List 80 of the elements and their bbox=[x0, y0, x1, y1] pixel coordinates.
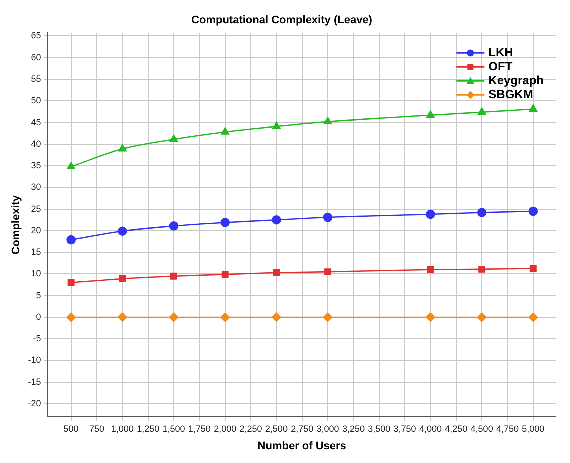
point bbox=[272, 312, 282, 322]
x-tick-label: 1,500 bbox=[162, 424, 186, 434]
chart-title: Computational Complexity (Leave) bbox=[192, 14, 373, 27]
x-tick-label: 3,500 bbox=[368, 424, 391, 434]
point bbox=[170, 272, 178, 280]
y-tick-label: -20 bbox=[28, 398, 42, 409]
y-axis-title: Complexity bbox=[10, 194, 23, 255]
y-tick-label: 15 bbox=[31, 247, 42, 258]
x-tick-label: 2,000 bbox=[214, 424, 237, 434]
y-tick-label: 65 bbox=[31, 30, 42, 41]
y-tick-label: -15 bbox=[28, 376, 42, 387]
x-tick-label: 5,000 bbox=[522, 424, 545, 434]
y-tick-label: 45 bbox=[31, 117, 42, 128]
point bbox=[119, 275, 126, 282]
y-tick-label: 60 bbox=[31, 52, 42, 62]
point bbox=[529, 104, 538, 112]
x-tick-label: 2,500 bbox=[265, 424, 288, 434]
y-tick-label: 55 bbox=[31, 74, 42, 84]
y-tick-label: 20 bbox=[31, 225, 42, 236]
x-tick-label: 1,000 bbox=[111, 424, 134, 434]
point bbox=[118, 144, 127, 152]
point bbox=[272, 122, 281, 130]
x-tick-label: 2,250 bbox=[240, 424, 262, 434]
x-axis-title: Number of Users bbox=[258, 440, 346, 452]
point bbox=[530, 265, 537, 272]
point bbox=[220, 312, 230, 322]
x-tick-label: 4,000 bbox=[419, 424, 442, 434]
y-tick-label: 30 bbox=[31, 182, 42, 192]
y-tick-label: 0 bbox=[36, 312, 42, 322]
point bbox=[427, 266, 434, 274]
x-tick-label: 3,250 bbox=[342, 424, 365, 434]
point bbox=[169, 222, 179, 231]
y-tick-label: 5 bbox=[36, 290, 42, 300]
legend-label: Keygraph bbox=[488, 74, 544, 88]
y-tick-label: 25 bbox=[31, 204, 42, 214]
y-tick-label: -10 bbox=[28, 355, 42, 366]
x-tick-label: 1,250 bbox=[137, 424, 160, 434]
point bbox=[68, 279, 75, 286]
point bbox=[220, 218, 230, 228]
legend-label: SBGKM bbox=[488, 88, 534, 102]
x-tick-label: 1,750 bbox=[188, 424, 211, 434]
point bbox=[478, 266, 486, 273]
point bbox=[528, 312, 538, 322]
point bbox=[477, 208, 487, 218]
point bbox=[118, 312, 128, 322]
point bbox=[324, 268, 332, 276]
point bbox=[169, 312, 179, 322]
y-tick-label: 35 bbox=[31, 160, 42, 171]
point bbox=[478, 108, 486, 116]
point bbox=[323, 212, 333, 222]
point bbox=[66, 235, 76, 245]
y-tick-label: 50 bbox=[31, 96, 42, 106]
legend-label: OFT bbox=[488, 60, 514, 74]
x-tick-label: 3,750 bbox=[394, 424, 416, 434]
point bbox=[118, 226, 128, 236]
point bbox=[67, 162, 76, 170]
point bbox=[221, 128, 230, 135]
point bbox=[66, 312, 76, 322]
y-tick-label: 10 bbox=[31, 268, 42, 279]
y-tick-label: 40 bbox=[31, 138, 42, 149]
point bbox=[273, 269, 280, 276]
point bbox=[323, 312, 333, 322]
point bbox=[426, 312, 436, 322]
point bbox=[477, 312, 487, 322]
x-tick-label: 750 bbox=[89, 424, 104, 434]
point bbox=[528, 206, 538, 216]
point bbox=[426, 110, 435, 118]
x-tick-label: 500 bbox=[64, 424, 79, 434]
x-tick-label: 4,750 bbox=[496, 424, 519, 434]
y-tick-label: -5 bbox=[33, 334, 42, 344]
x-tick-label: 4,500 bbox=[470, 424, 494, 434]
point bbox=[170, 134, 178, 142]
point bbox=[426, 210, 436, 220]
point bbox=[222, 271, 229, 278]
x-tick-label: 4,250 bbox=[445, 424, 468, 434]
point bbox=[272, 215, 282, 225]
point bbox=[324, 117, 332, 125]
x-tick-label: 2,750 bbox=[291, 424, 314, 434]
legend-label: LKH bbox=[488, 46, 514, 60]
x-tick-label: 3,000 bbox=[316, 424, 340, 434]
